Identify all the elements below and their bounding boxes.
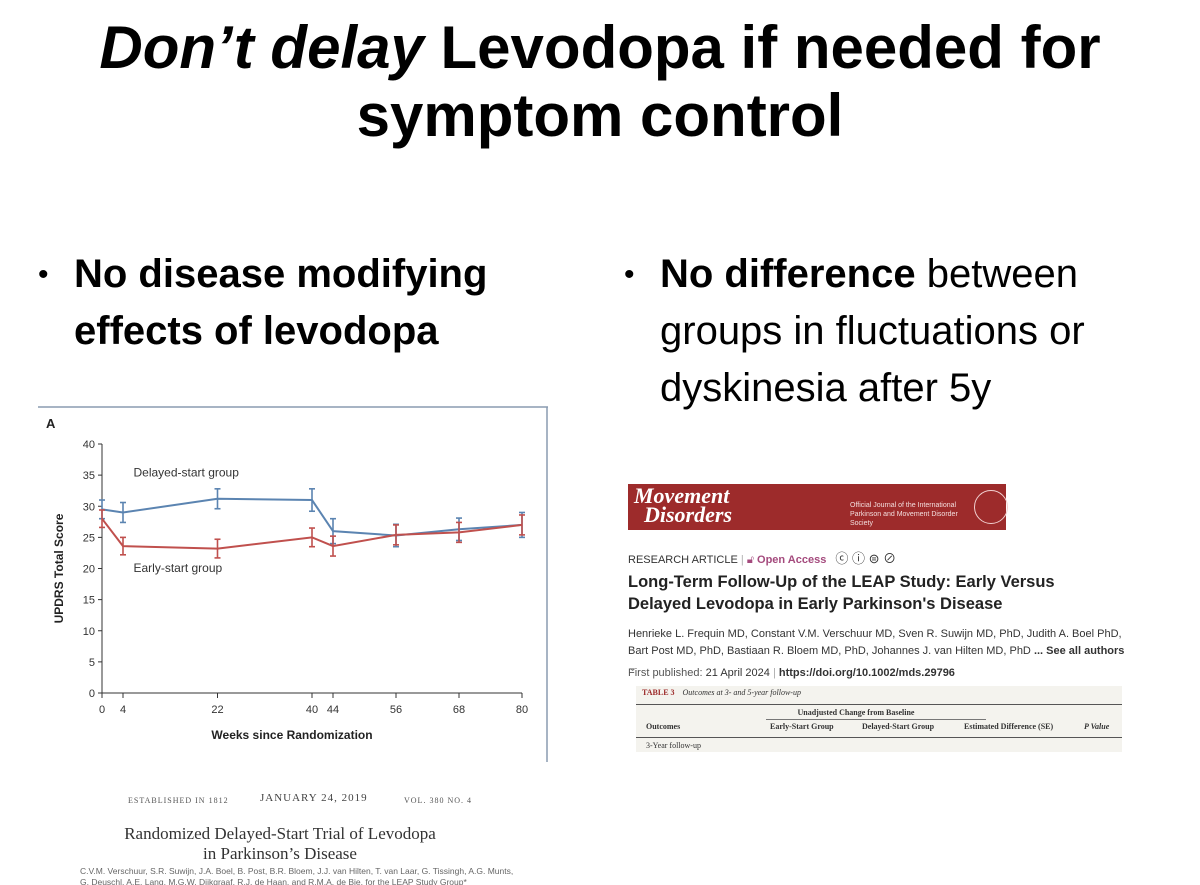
table-header-row: Outcomes Early-Start Group Delayed-Start… [636,722,1122,736]
chevron-down-icon[interactable]: ⌄ [628,662,638,674]
title-line-1: Don’t delay Levodopa if needed for [0,14,1200,82]
publication-info: First published: 21 April 2024 | https:/… [628,667,955,679]
nejm-established: ESTABLISHED IN 1812 [128,796,229,805]
journal-subtitle: Official Journal of the International Pa… [850,501,980,528]
nejm-authors-line-1: C.V.M. Verschuur, S.R. Suwijn, J.A. Boel… [80,866,514,876]
see-all-authors-link[interactable]: ... See all authors [1033,645,1125,657]
society-emblem-icon [974,490,1008,524]
series-label-early: Early-start group [134,561,223,575]
research-article-row: RESEARCH ARTICLE | 🔓︎ Open Access ⓒ ⓘ ⊜ … [628,551,897,566]
bullet-right-bold: No difference [660,252,916,296]
bullet-dot-icon: • [38,258,49,291]
nejm-authors-line-2: G. Deuschl, A.E. Lang, M.G.W. Dijkgraaf,… [80,877,467,885]
table-group-header: Unadjusted Change from Baseline [797,708,915,717]
logo-line-1: Movement [634,483,730,508]
x-tick-label: 80 [516,704,528,716]
y-tick-label: 5 [89,657,95,669]
table-caption: TABLE 3 Outcomes at 3- and 5-year follow… [642,688,801,697]
table-rule [636,704,1122,705]
y-tick-label: 40 [83,439,95,451]
article-authors: Henrieke L. Frequin MD, Constant V.M. Ve… [628,626,1128,677]
title-rest: Levodopa if needed for [423,14,1101,81]
nejm-title-line-2: in Parkinson’s Disease [203,844,357,863]
journal-logo: Movement Disorders [634,483,733,527]
y-tick-label: 25 [83,532,95,544]
x-tick-label: 56 [390,704,402,716]
journal-subtitle-line-2: Parkinson and Movement Disorder Society [850,511,958,527]
authors-list: Henrieke L. Frequin MD, Constant V.M. Ve… [628,628,1122,657]
table-rule [636,737,1122,738]
logo-line-2: Disorders [644,502,733,527]
x-axis-label: Weeks since Randomization [211,728,372,742]
series-line-delayed [101,497,523,537]
y-tick-label: 20 [83,564,95,576]
journal-subtitle-line-1: Official Journal of the International [850,502,957,509]
y-tick-label: 0 [89,688,95,700]
x-tick-label: 68 [453,704,465,716]
lock-icon: 🔓︎ [746,554,754,566]
series-line-early [101,518,523,550]
x-tick-label: 40 [306,704,318,716]
bullet-left-bold: No disease modifying effects of levodopa [74,252,488,353]
bullet-left-text: No disease modifying effects of levodopa [74,246,574,360]
table-header-cell: Outcomes [646,722,681,731]
bullet-dot-icon: • [624,258,635,291]
table-header-cell: Delayed-Start Group [862,722,935,731]
first-published-date: 21 April 2024 [705,667,770,679]
y-tick-label: 30 [83,501,95,513]
y-tick-label: 35 [83,470,95,482]
article-title[interactable]: Long-Term Follow-Up of the LEAP Study: E… [628,573,1055,613]
table-label: TABLE 3 [642,688,675,697]
y-tick-label: 15 [83,595,95,607]
y-tick-label: 10 [83,626,95,638]
first-published-label: First published: [628,667,703,679]
doi-link[interactable]: https://doi.org/10.1002/mds.29796 [778,667,955,679]
bullet-right-normal: between groups in fluctuations or dyskin… [660,252,1085,410]
table-header-cell: Early-Start Group [770,722,834,731]
updrs-chart: A 0 5 10 15 20 25 30 35 40 0 4 22 40 44 56 68 80 Weeks sin… [38,406,548,762]
journal-banner: Movement Disorders Official Journal of t… [628,483,1008,530]
nejm-article-title: Randomized Delayed-Start Trial of Levodo… [60,824,500,864]
title-italic: Don’t delay [99,14,424,81]
chart-panel-label: A [46,416,56,431]
x-tick-label: 44 [327,704,339,716]
table-rule [766,719,986,720]
movement-disorders-article: Movement Disorders Official Journal of t… [622,480,1124,752]
nejm-volume: VOL. 380 NO. 4 [404,796,472,805]
outcomes-table: TABLE 3 Outcomes at 3- and 5-year follow… [636,686,1122,752]
license-icons[interactable]: ⓒ ⓘ ⊜ ⊘ [835,551,897,566]
x-tick-label: 22 [211,704,223,716]
title-line-2: symptom control [356,82,844,149]
y-axis-label: UPDRS Total Score [52,513,66,623]
x-tick-label: 4 [120,704,126,716]
nejm-date: JANUARY 24, 2019 [260,792,368,804]
table-row: 3-Year follow-up [646,741,701,750]
chart-svg: A 0 5 10 15 20 25 30 35 40 0 4 22 40 44 56 68 80 Weeks sin… [38,406,548,762]
open-access-link[interactable]: Open Access [757,554,827,566]
x-tick-label: 0 [99,704,105,716]
nejm-authors: C.V.M. Verschuur, S.R. Suwijn, J.A. Boel… [80,866,520,885]
slide-title: Don’t delay Levodopa if needed for sympt… [0,14,1200,150]
table-header-cell: P Value [1084,722,1110,731]
research-article-label: RESEARCH ARTICLE [628,554,738,566]
table-caption-text: Outcomes at 3- and 5-year follow-up [682,688,801,697]
series-label-delayed: Delayed-start group [134,465,240,479]
bullet-right-text: No difference between groups in fluctuat… [660,246,1185,417]
table-header-cell: Estimated Difference (SE) [964,722,1054,731]
nejm-title-line-1: Randomized Delayed-Start Trial of Levodo… [124,824,436,843]
